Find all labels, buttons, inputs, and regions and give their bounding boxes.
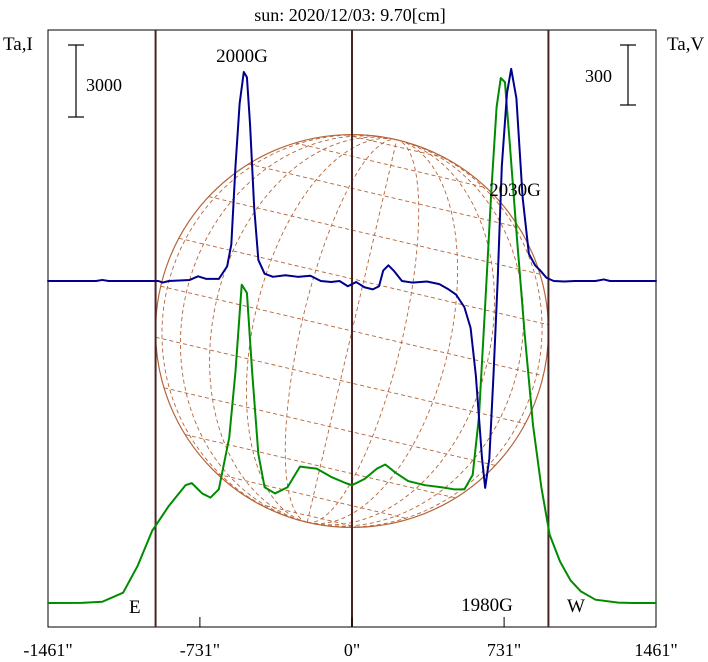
x-tick-label: -731" bbox=[180, 640, 220, 660]
chart-title: sun: 2020/12/03: 9.70[cm] bbox=[254, 5, 446, 25]
left-scale-label: 3000 bbox=[86, 75, 122, 95]
solar-grid-longitude bbox=[245, 138, 397, 523]
solar-grid-longitude bbox=[284, 138, 397, 523]
solar-grid-longitude bbox=[307, 139, 459, 524]
x-tick-label: 0" bbox=[344, 640, 360, 660]
annotation-2000g: 2000G bbox=[216, 46, 268, 67]
solar-grid-longitude bbox=[179, 135, 397, 523]
x-tick-label: -1461" bbox=[23, 640, 72, 660]
x-tick-label: 731" bbox=[487, 640, 521, 660]
series-group bbox=[47, 67, 657, 604]
polarization-series-line bbox=[47, 67, 657, 489]
solar-grid-longitude bbox=[307, 139, 525, 527]
solar-grid-latitude bbox=[248, 163, 519, 228]
east-label: E bbox=[129, 597, 141, 618]
annotation-1980g: 1980G bbox=[461, 595, 513, 616]
intensity-series-line bbox=[47, 77, 657, 604]
west-label: W bbox=[567, 596, 585, 617]
left-axis-label: Ta,I bbox=[3, 34, 33, 55]
x-tick-label: 1461" bbox=[634, 640, 677, 660]
solar-grid-longitude bbox=[307, 139, 420, 524]
solar-grid-longitude bbox=[307, 139, 543, 528]
text-group: sun: 2020/12/03: 9.70[cm] Ta,I Ta,V 3000… bbox=[3, 5, 704, 660]
solar-grid-latitude bbox=[217, 473, 409, 520]
solar-disk-group bbox=[154, 133, 550, 529]
solar-grid-latitude bbox=[185, 434, 456, 499]
solar-grid-latitude bbox=[155, 336, 526, 425]
annotation-2030g: 2030G bbox=[489, 180, 541, 201]
right-axis-label: Ta,V bbox=[667, 34, 704, 55]
right-scale-label: 300 bbox=[585, 66, 612, 86]
